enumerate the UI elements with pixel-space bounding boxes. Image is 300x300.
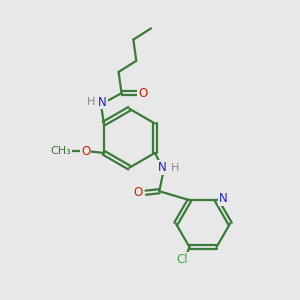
Text: N: N	[158, 161, 167, 174]
Text: O: O	[81, 145, 90, 158]
Text: H: H	[87, 97, 96, 107]
Text: Cl: Cl	[177, 253, 188, 266]
Text: CH₃: CH₃	[50, 146, 71, 157]
Text: N: N	[219, 192, 227, 205]
Text: O: O	[138, 87, 148, 100]
Text: N: N	[98, 95, 107, 109]
Text: O: O	[133, 186, 142, 199]
Text: H: H	[171, 163, 179, 173]
